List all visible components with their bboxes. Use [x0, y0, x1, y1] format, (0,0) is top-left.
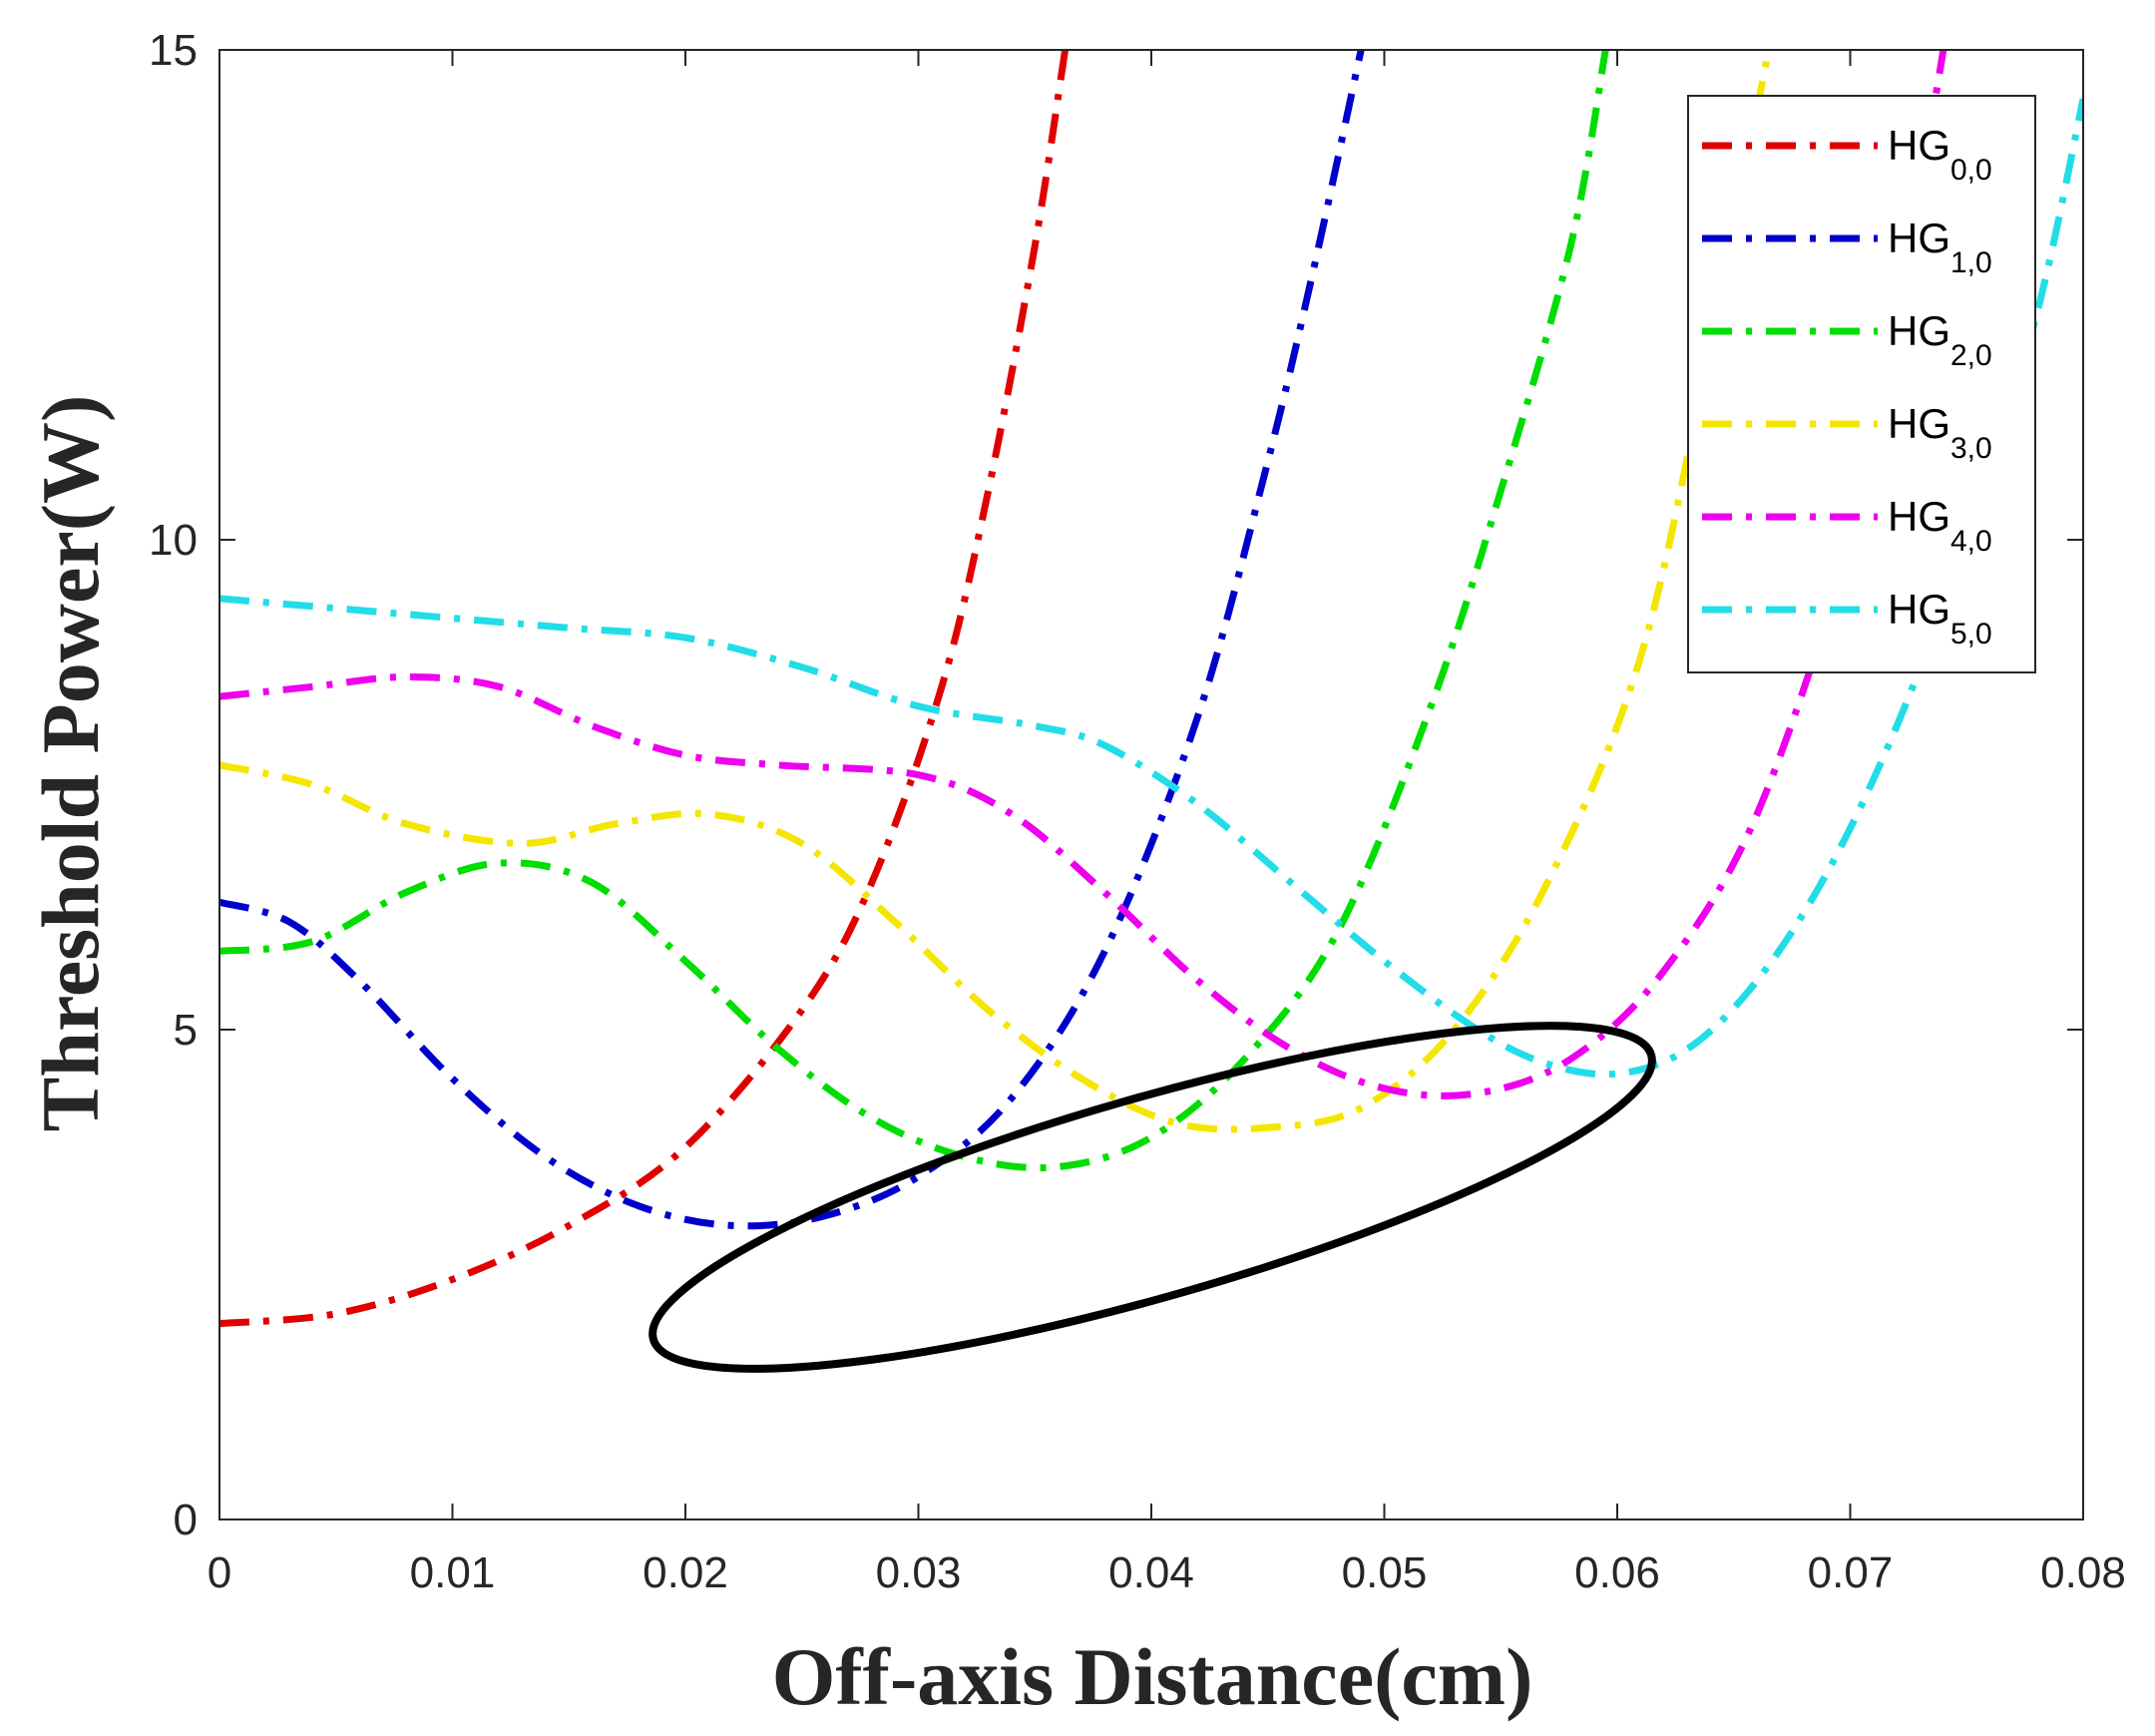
annotation-ellipse [648, 1022, 1656, 1373]
legend-label-sub: 3,0 [1950, 432, 1992, 465]
legend-box [1687, 95, 2036, 673]
annotation-layer [648, 1022, 1656, 1373]
x-tick-label: 0 [208, 1548, 231, 1597]
x-tick-label: 0.03 [876, 1548, 962, 1597]
series-line-0-0 [219, 50, 1070, 1328]
x-tick-label: 0.04 [1108, 1548, 1194, 1597]
legend-label-sub: 2,0 [1950, 339, 1992, 372]
legend-label-main: HG [1888, 586, 1950, 633]
y-tick-label: 5 [174, 1006, 198, 1055]
x-tick-label: 0.08 [2040, 1548, 2126, 1597]
y-tick-label: 0 [174, 1496, 198, 1544]
legend-label: HG4,0 [1888, 493, 1992, 558]
legend-label: HG0,0 [1888, 122, 1992, 187]
x-axis-title: Off-axis Distance(cm) [772, 1631, 1533, 1722]
legend-label: HG2,0 [1888, 307, 1992, 372]
y-tick-label: 15 [149, 26, 198, 75]
legend-label-sub: 0,0 [1950, 154, 1992, 187]
legend-label-sub: 5,0 [1950, 618, 1992, 651]
x-tick-label: 0.05 [1342, 1548, 1428, 1597]
legend-label: HG1,0 [1888, 215, 1992, 279]
legend-label-main: HG [1888, 215, 1950, 261]
legend-label-sub: 1,0 [1950, 246, 1992, 279]
series-line-1-0 [219, 50, 1365, 1230]
y-axis-title: Threshold Power(W) [25, 395, 116, 1132]
series-line-5-0 [219, 98, 2083, 1079]
frame-layer [218, 49, 2084, 1520]
legend-label-sub: 4,0 [1950, 525, 1992, 558]
legend-label-main: HG [1888, 122, 1950, 169]
legend-label-main: HG [1888, 493, 1950, 540]
y-tick-label: 10 [149, 516, 198, 565]
legend-label-main: HG [1888, 400, 1950, 447]
x-tick-label: 0.02 [643, 1548, 728, 1597]
legend-label: HG5,0 [1888, 586, 1992, 651]
x-tick-label: 0.01 [410, 1548, 496, 1597]
plot-frame [218, 49, 2084, 1520]
x-tick-label: 0.07 [1808, 1548, 1894, 1597]
legend-label: HG3,0 [1888, 400, 1992, 465]
series-line-3-0 [219, 50, 1773, 1133]
legend-label-main: HG [1888, 307, 1950, 354]
x-tick-label: 0.06 [1574, 1548, 1660, 1597]
